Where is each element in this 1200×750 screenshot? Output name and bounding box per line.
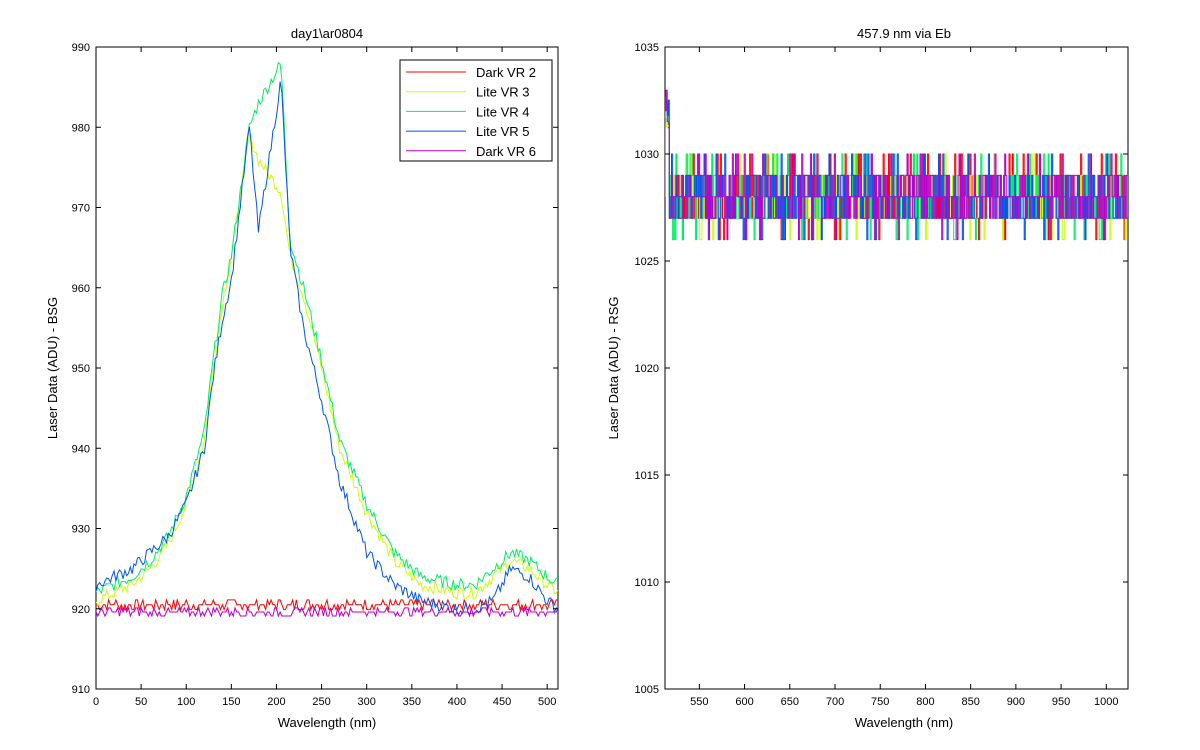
series-group [96,61,558,618]
right-chart: 457.9 nm via Eb Wavelength (nm) Laser Da… [606,26,1129,730]
y-tick-label: 930 [72,524,90,536]
series-line-5 [96,606,558,618]
legend-label: Dark VR 2 [476,65,536,80]
x-tick-label: 950 [1052,696,1070,708]
x-tick-label: 450 [493,696,511,708]
left-chart-title: day1\ar0804 [291,26,363,41]
y-tick-label: 1010 [635,577,659,589]
y-tick-label: 1035 [635,42,659,54]
x-tick-label: 750 [871,696,889,708]
y-tick-label: 910 [72,684,90,696]
x-tick-label: 700 [826,696,844,708]
y-tick-label: 970 [72,203,90,215]
x-tick-label: 350 [403,696,421,708]
left-chart-ylabel: Laser Data (ADU) - BSG [45,297,60,439]
y-tick-label: 1020 [635,363,659,375]
x-tick-label: 0 [93,696,99,708]
x-tick-label: 150 [222,696,240,708]
y-tick-label: 950 [72,363,90,375]
x-tick-label: 550 [690,696,708,708]
legend-label: Lite VR 4 [476,104,529,119]
x-tick-label: 650 [781,696,799,708]
series-line-1 [96,598,558,612]
y-tick-label: 960 [72,283,90,295]
legend-label: Dark VR 6 [476,144,536,159]
y-tick-label: 980 [72,122,90,134]
y-tick-label: 940 [72,443,90,455]
x-tick-label: 300 [358,696,376,708]
x-tick-label: 900 [1007,696,1025,708]
plot-frame [664,46,1129,690]
x-tick-label: 800 [916,696,934,708]
left-chart-xlabel: Wavelength (nm) [278,715,377,730]
x-tick-label: 250 [312,696,330,708]
left-chart: day1\ar0804 Wavelength (nm) Laser Data (… [45,26,559,730]
legend: Dark VR 2 Lite VR 3 Lite VR 4 Lite VR 5 Dark… [399,59,553,162]
x-tick-label: 100 [177,696,195,708]
x-tick-label: 500 [538,696,556,708]
y-tick-label: 920 [72,604,90,616]
y-tick-label: 990 [72,42,90,54]
series-line-5 [665,89,1128,241]
x-tick-label: 200 [267,696,285,708]
y-tick-label: 1025 [635,256,659,268]
x-tick-label: 850 [961,696,979,708]
series-group [665,89,1128,241]
right-chart-xlabel: Wavelength (nm) [855,715,954,730]
right-chart-title: 457.9 nm via Eb [857,26,951,41]
right-chart-ylabel: Laser Data (ADU) - RSG [606,296,621,439]
x-tick-label: 1000 [1094,696,1118,708]
y-tick-label: 1030 [635,149,659,161]
y-tick-label: 1015 [635,470,659,482]
legend-label: Lite VR 5 [476,124,529,139]
legend-box [399,59,553,162]
x-tick-label: 400 [448,696,466,708]
legend-label: Lite VR 3 [476,85,529,100]
series-line-3 [96,61,558,595]
y-tick-label: 1005 [635,684,659,696]
x-tick-label: 600 [735,696,753,708]
x-tick-label: 50 [135,696,147,708]
series-line-4 [96,81,558,617]
